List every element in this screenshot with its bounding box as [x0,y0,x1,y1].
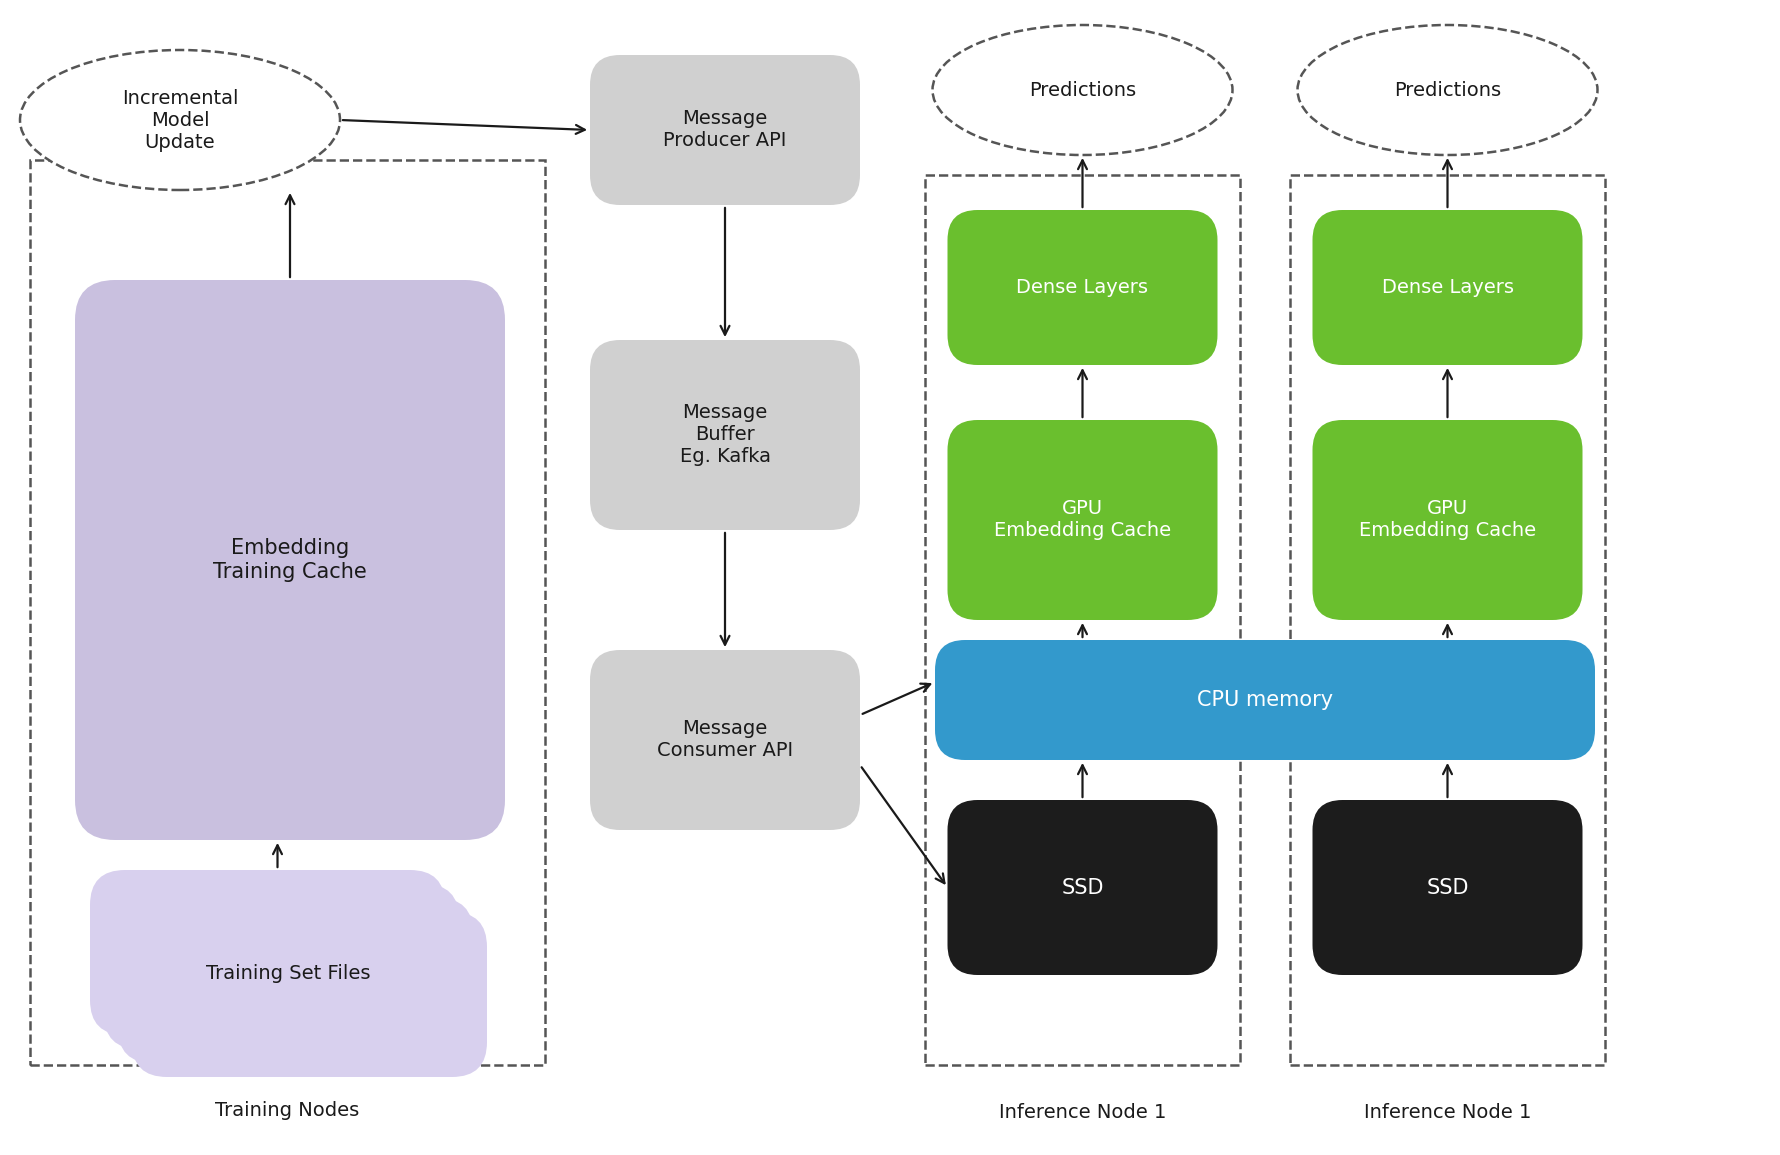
Text: Predictions: Predictions [1029,81,1136,99]
FancyBboxPatch shape [947,800,1218,975]
FancyBboxPatch shape [934,640,1595,760]
FancyBboxPatch shape [947,420,1218,620]
Text: Message
Producer API: Message Producer API [664,110,787,150]
Text: Inference Node 1: Inference Node 1 [1363,1103,1531,1123]
Ellipse shape [20,50,340,191]
Text: GPU
Embedding Cache: GPU Embedding Cache [1358,499,1536,541]
Text: SSD: SSD [1061,878,1104,897]
Text: GPU
Embedding Cache: GPU Embedding Cache [993,499,1171,541]
Text: Embedding
Training Cache: Embedding Training Cache [214,538,367,582]
Bar [30,161,545,1065]
FancyBboxPatch shape [589,650,860,830]
FancyBboxPatch shape [132,912,488,1076]
FancyBboxPatch shape [947,210,1218,365]
Text: Inference Node 1: Inference Node 1 [999,1103,1166,1123]
Bar [1290,176,1606,1065]
FancyBboxPatch shape [75,280,506,840]
Text: Message
Consumer API: Message Consumer API [657,720,794,760]
Bar [926,176,1241,1065]
FancyBboxPatch shape [1312,210,1582,365]
FancyBboxPatch shape [1312,800,1582,975]
FancyBboxPatch shape [103,884,459,1049]
FancyBboxPatch shape [117,897,473,1063]
Ellipse shape [933,25,1232,155]
Text: Dense Layers: Dense Layers [1016,278,1148,297]
Text: Dense Layers: Dense Layers [1381,278,1513,297]
FancyBboxPatch shape [589,340,860,530]
Text: CPU memory: CPU memory [1196,690,1333,710]
Text: Predictions: Predictions [1394,81,1501,99]
Ellipse shape [1298,25,1597,155]
FancyBboxPatch shape [1312,420,1582,620]
Text: Incremental
Model
Update: Incremental Model Update [121,89,239,151]
Text: Message
Buffer
Eg. Kafka: Message Buffer Eg. Kafka [680,403,771,467]
Text: Training Nodes: Training Nodes [215,1101,360,1119]
FancyBboxPatch shape [91,870,445,1035]
FancyBboxPatch shape [589,55,860,204]
Text: Training Set Files: Training Set Files [206,964,370,983]
Text: SSD: SSD [1426,878,1468,897]
